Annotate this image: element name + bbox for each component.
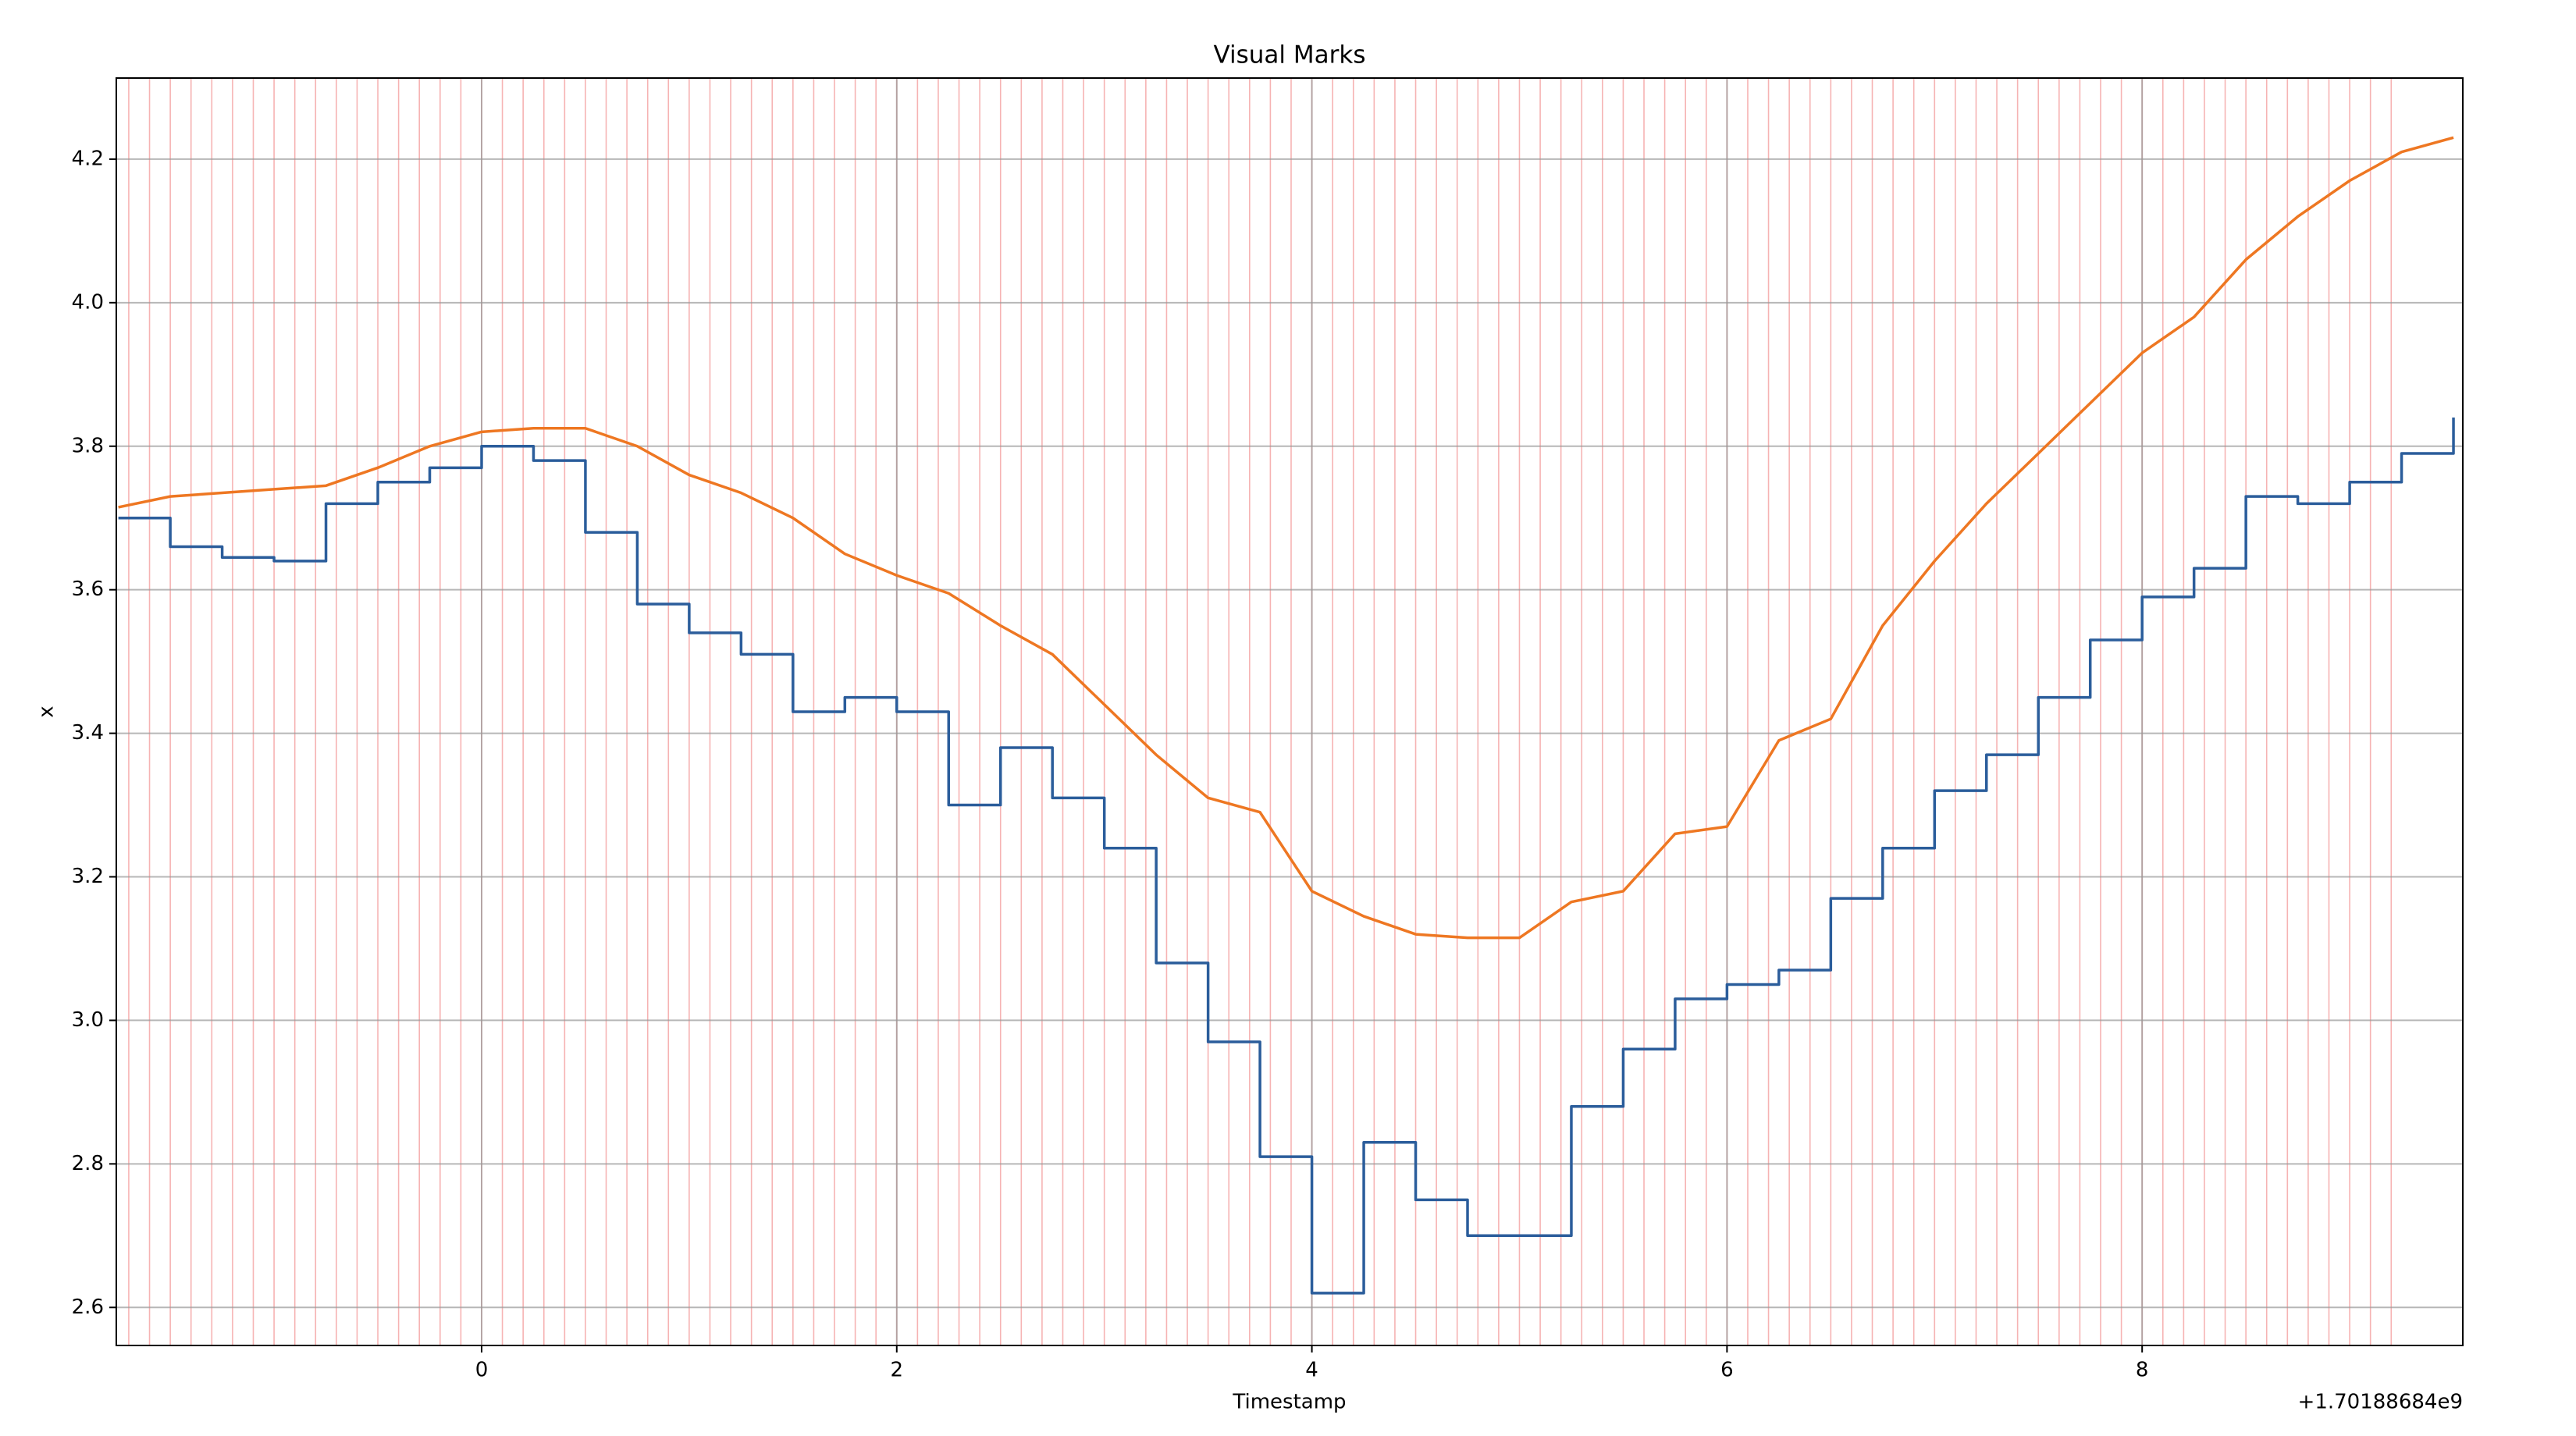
- y-tick-label: 3.0: [72, 1008, 104, 1032]
- y-tick-label: 4.2: [72, 147, 104, 170]
- y-tick-label: 3.6: [72, 578, 104, 601]
- x-tick-label: 8: [2136, 1359, 2149, 1382]
- y-tick-label: 3.2: [72, 865, 104, 888]
- y-tick-label: 4.0: [72, 290, 104, 314]
- x-tick-label: 4: [1305, 1359, 1318, 1382]
- y-axis-label: x: [35, 706, 59, 717]
- series-line: [118, 136, 2454, 940]
- series-line: [118, 417, 2455, 1295]
- y-tick-label: 2.8: [72, 1152, 104, 1175]
- x-tick-label: 6: [1720, 1359, 1734, 1382]
- plot-frame: [116, 77, 2464, 1346]
- x-offset-label: +1.70188684e9: [2298, 1391, 2463, 1414]
- x-tick-label: 2: [891, 1359, 904, 1382]
- x-axis-label: Timestamp: [1232, 1391, 1346, 1414]
- x-tick-label: 0: [475, 1359, 489, 1382]
- y-tick-label: 3.8: [72, 434, 104, 457]
- chart-title: Visual Marks: [1214, 41, 1366, 69]
- y-tick-label: 3.4: [72, 721, 104, 745]
- y-tick-label: 2.6: [72, 1296, 104, 1319]
